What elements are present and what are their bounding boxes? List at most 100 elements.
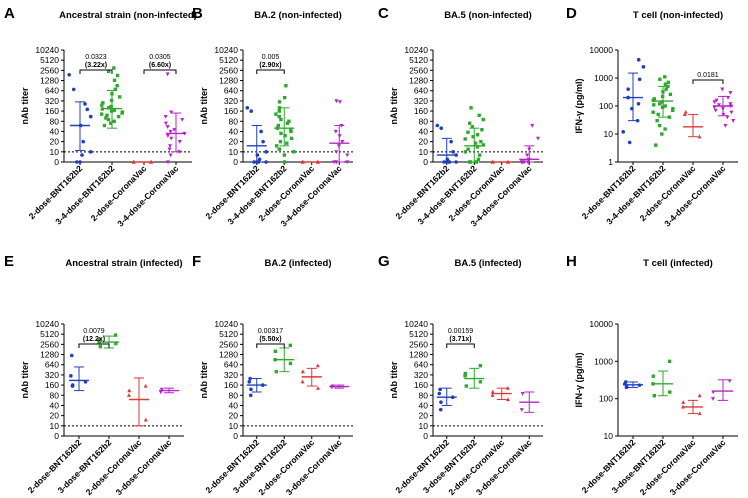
y-tick-label: 80 bbox=[419, 390, 429, 400]
y-tick-label: 10000 bbox=[589, 45, 613, 55]
y-axis-label: nAb titer bbox=[199, 361, 209, 398]
panel-letter: H bbox=[566, 253, 577, 270]
data-point bbox=[731, 119, 736, 123]
data-point bbox=[479, 139, 483, 144]
data-point bbox=[112, 108, 117, 112]
data-point bbox=[165, 72, 170, 77]
y-tick-label: 10 bbox=[50, 421, 60, 431]
y-axis-label: nAb titer bbox=[389, 361, 399, 398]
data-point bbox=[255, 153, 260, 157]
panel-title: T cell (non-infected) bbox=[633, 10, 723, 21]
fold-ratio: (3.22x) bbox=[85, 62, 107, 69]
data-point bbox=[728, 102, 733, 106]
data-point bbox=[345, 153, 350, 158]
y-tick-label: 1 bbox=[608, 157, 613, 167]
y-tick-label: 640 bbox=[414, 360, 428, 370]
panel-f: F BA.2 (infected)102405120256012806403201… bbox=[192, 253, 353, 497]
data-point bbox=[177, 140, 182, 144]
y-tick-label: 1280 bbox=[409, 350, 428, 360]
data-point bbox=[165, 134, 170, 138]
y-tick-label: 640 bbox=[224, 86, 238, 96]
data-point bbox=[116, 114, 121, 119]
data-point bbox=[697, 411, 702, 416]
data-point bbox=[159, 387, 164, 392]
y-tick-label: 10 bbox=[229, 421, 239, 431]
data-point bbox=[490, 393, 495, 397]
data-point bbox=[113, 333, 118, 337]
y-tick-label: 5120 bbox=[409, 329, 428, 339]
data-point bbox=[337, 100, 342, 105]
data-point bbox=[261, 139, 265, 144]
data-point bbox=[248, 376, 252, 381]
y-tick-label: 320 bbox=[414, 96, 428, 106]
y-tick-label: 40 bbox=[50, 126, 60, 136]
data-point bbox=[464, 384, 468, 388]
x-tick-label: 2-dose-BNT162b2 bbox=[27, 163, 85, 221]
data-point bbox=[120, 111, 124, 115]
data-point bbox=[697, 393, 702, 398]
data-point bbox=[107, 69, 111, 74]
data-point bbox=[476, 157, 481, 162]
data-point bbox=[114, 341, 118, 346]
data-point bbox=[113, 87, 117, 92]
x-tick-label: 3-4-dose-CoronaVac bbox=[115, 163, 180, 228]
data-point bbox=[300, 369, 305, 374]
data-point bbox=[478, 380, 483, 384]
data-point bbox=[165, 160, 170, 165]
data-point bbox=[167, 147, 172, 152]
data-point bbox=[158, 390, 163, 395]
data-point bbox=[439, 126, 444, 130]
data-point bbox=[102, 123, 107, 128]
data-point bbox=[334, 99, 339, 104]
data-point bbox=[279, 131, 283, 136]
data-point bbox=[466, 147, 470, 151]
data-point bbox=[333, 129, 338, 134]
data-point bbox=[88, 114, 93, 119]
y-tick-label: 80 bbox=[419, 116, 429, 126]
y-tick-label: 1280 bbox=[409, 76, 428, 86]
data-point bbox=[520, 160, 525, 165]
data-point bbox=[713, 108, 718, 113]
data-point bbox=[315, 385, 320, 390]
y-tick-label: 320 bbox=[45, 96, 59, 106]
panel-title: BA.5 (non-infected) bbox=[444, 10, 532, 21]
y-tick-label: 0 bbox=[54, 157, 59, 167]
data-point bbox=[729, 110, 734, 115]
data-point bbox=[97, 338, 101, 342]
data-point bbox=[668, 92, 673, 97]
y-tick-label: 20 bbox=[229, 137, 239, 147]
data-point bbox=[478, 363, 483, 368]
data-point bbox=[530, 123, 535, 128]
data-point bbox=[438, 407, 443, 412]
data-point bbox=[481, 143, 486, 147]
panel-letter: C bbox=[378, 5, 389, 22]
y-tick-label: 0 bbox=[233, 157, 238, 167]
data-point bbox=[100, 103, 104, 107]
data-point bbox=[660, 132, 664, 136]
data-point bbox=[666, 80, 670, 85]
y-tick-label: 80 bbox=[50, 116, 60, 126]
y-tick-label: 40 bbox=[50, 400, 60, 410]
data-point bbox=[473, 141, 478, 145]
data-point bbox=[104, 116, 108, 120]
y-tick-label: 40 bbox=[229, 400, 239, 410]
y-tick-label: 2560 bbox=[409, 339, 428, 349]
data-point bbox=[469, 106, 473, 110]
data-point bbox=[249, 387, 253, 392]
panel-title: BA.2 (infected) bbox=[264, 258, 331, 269]
data-point bbox=[282, 153, 287, 157]
y-tick-label: 10 bbox=[604, 129, 614, 139]
significance-bracket bbox=[256, 343, 285, 348]
data-point bbox=[112, 119, 116, 123]
data-point bbox=[663, 127, 667, 131]
data-point bbox=[285, 121, 290, 125]
y-tick-label: 5120 bbox=[40, 55, 59, 65]
data-point bbox=[99, 112, 104, 116]
data-point bbox=[463, 371, 468, 376]
data-point bbox=[273, 349, 278, 353]
data-point bbox=[288, 128, 293, 132]
data-point bbox=[663, 82, 668, 86]
data-point bbox=[274, 112, 278, 116]
fold-ratio: (2.90x) bbox=[259, 62, 281, 69]
data-point bbox=[165, 125, 170, 129]
